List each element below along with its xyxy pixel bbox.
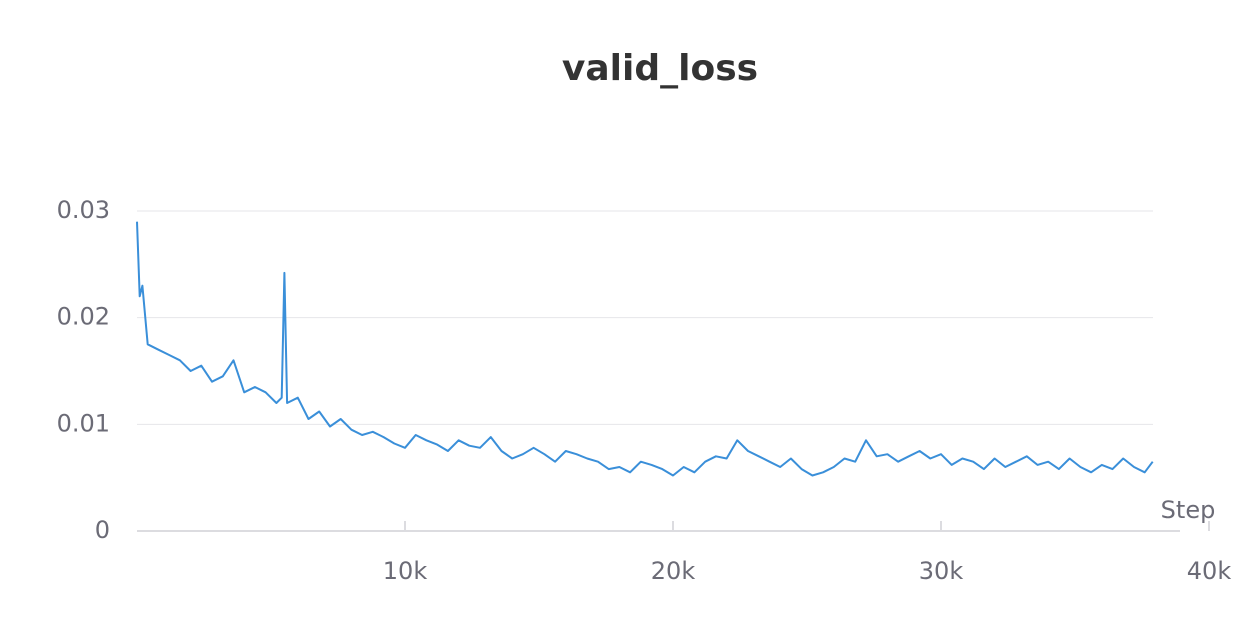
x-tick-label: 30k	[919, 557, 964, 585]
y-tick-label: 0.02	[57, 303, 110, 331]
x-tick-label: 40k	[1187, 557, 1232, 585]
y-tick-label: 0.01	[57, 409, 110, 437]
y-tick-label: 0.03	[57, 196, 110, 224]
y-tick-label: 0	[95, 516, 110, 544]
x-axis-label: Step	[1161, 496, 1216, 524]
x-tick-label: 20k	[651, 557, 696, 585]
chart-title: valid_loss	[562, 48, 758, 89]
x-tick-label: 10k	[383, 557, 428, 585]
line-series	[136, 221, 1154, 477]
